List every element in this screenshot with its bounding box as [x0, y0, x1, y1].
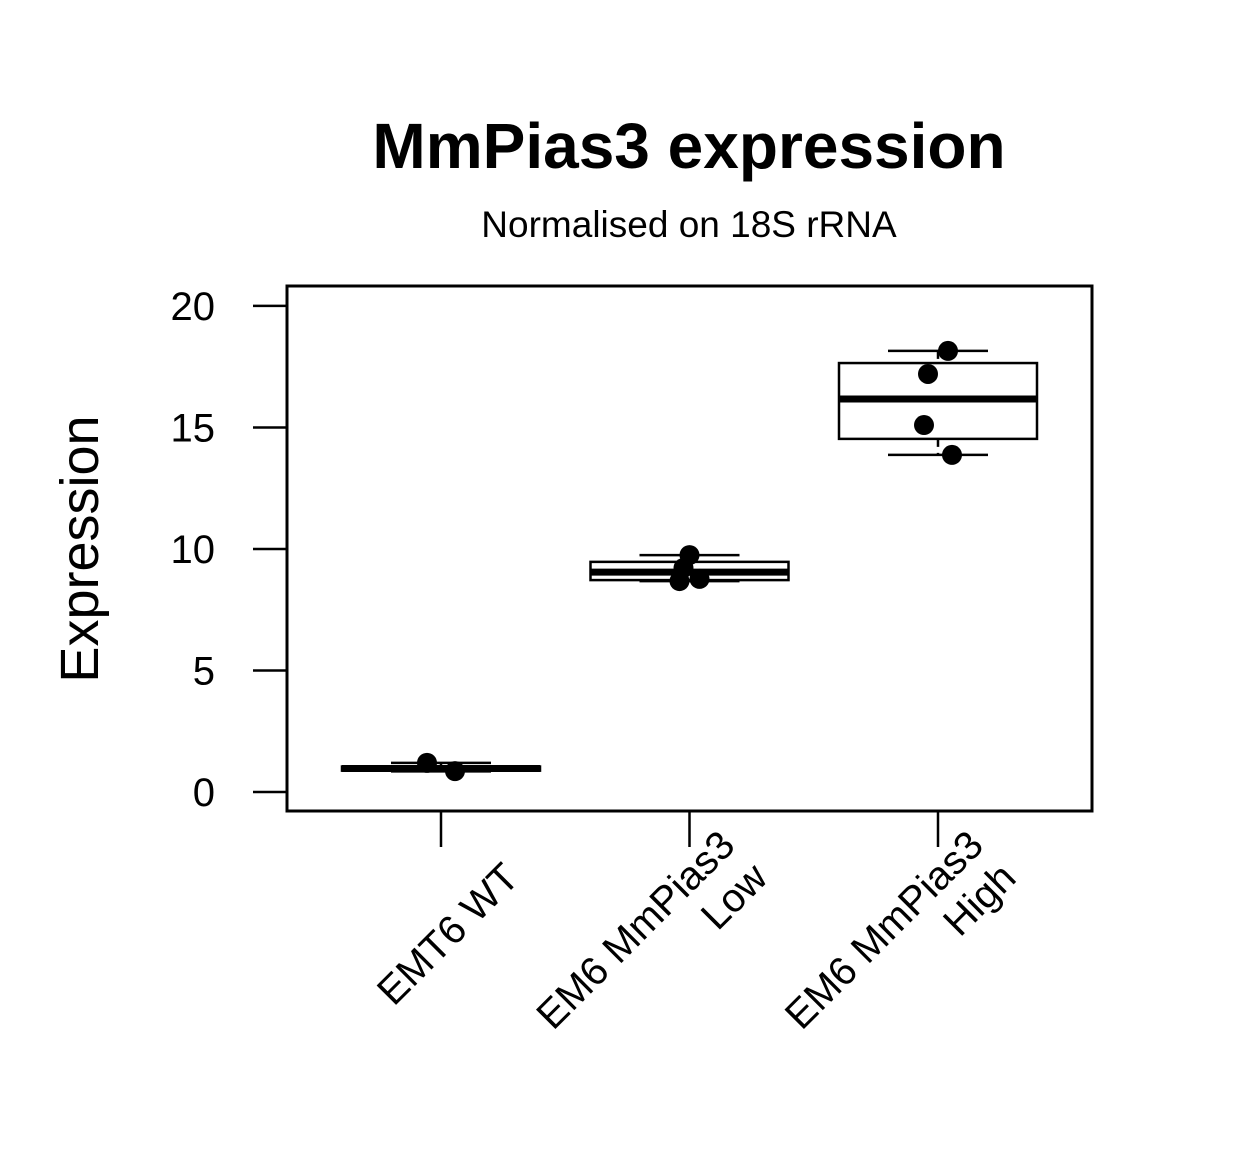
data-point [445, 761, 465, 782]
y-tick-label: 5 [193, 650, 215, 694]
y-tick-label: 20 [171, 285, 216, 329]
y-tick-label: 15 [171, 406, 216, 450]
data-point [918, 363, 938, 384]
data-point [689, 568, 710, 589]
y-tick-label: 10 [171, 528, 216, 572]
chart-subtitle: Normalised on 18S rRNA [481, 204, 897, 245]
y-tick-label: 0 [193, 771, 215, 815]
data-point [914, 415, 934, 436]
chart-title: MmPias3 expression [372, 110, 1005, 182]
data-point [669, 571, 690, 592]
data-point [938, 340, 958, 361]
data-point [417, 752, 437, 773]
data-point [942, 444, 962, 465]
y-axis-label: Expression [50, 415, 110, 682]
